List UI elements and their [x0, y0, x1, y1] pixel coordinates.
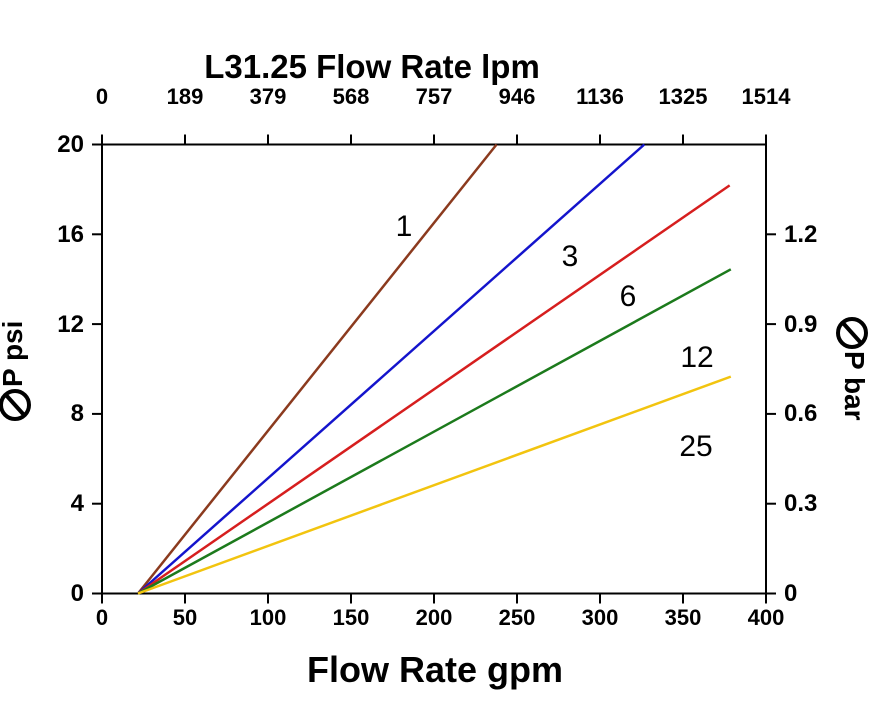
svg-text:1514: 1514: [742, 84, 792, 109]
svg-text:1325: 1325: [659, 84, 708, 109]
svg-text:8: 8: [71, 400, 84, 427]
svg-text:1.2: 1.2: [784, 221, 817, 248]
svg-text:200: 200: [416, 605, 453, 630]
svg-text:250: 250: [499, 605, 536, 630]
svg-text:946: 946: [499, 84, 536, 109]
svg-text:0: 0: [96, 605, 108, 630]
svg-text:L31.25 Flow Rate lpm: L31.25 Flow Rate lpm: [204, 48, 540, 85]
svg-text:100: 100: [250, 605, 287, 630]
svg-text:12: 12: [57, 311, 84, 338]
svg-text:25: 25: [679, 430, 712, 463]
svg-text:16: 16: [57, 221, 84, 248]
svg-text:0.9: 0.9: [784, 311, 817, 338]
svg-text:757: 757: [416, 84, 453, 109]
svg-text:4: 4: [71, 490, 85, 517]
svg-text:12: 12: [680, 341, 713, 374]
svg-text:0: 0: [96, 84, 108, 109]
svg-text:568: 568: [333, 84, 370, 109]
svg-text:1: 1: [396, 210, 413, 243]
svg-text:189: 189: [167, 84, 204, 109]
svg-text:300: 300: [582, 605, 619, 630]
svg-text:0: 0: [71, 580, 84, 607]
svg-text:379: 379: [250, 84, 287, 109]
svg-text:Flow Rate gpm: Flow Rate gpm: [307, 649, 563, 690]
svg-text:20: 20: [57, 131, 84, 158]
svg-text:P psi: P psi: [0, 321, 28, 387]
svg-text:3: 3: [562, 240, 579, 273]
svg-text:50: 50: [173, 605, 197, 630]
svg-text:400: 400: [748, 605, 785, 630]
svg-text:0.3: 0.3: [784, 490, 817, 517]
svg-text:6: 6: [620, 280, 637, 313]
svg-text:P bar: P bar: [839, 351, 870, 421]
svg-text:350: 350: [665, 605, 702, 630]
svg-text:0.6: 0.6: [784, 400, 817, 427]
svg-text:150: 150: [333, 605, 370, 630]
svg-text:0: 0: [784, 580, 797, 607]
svg-text:1136: 1136: [576, 84, 624, 109]
